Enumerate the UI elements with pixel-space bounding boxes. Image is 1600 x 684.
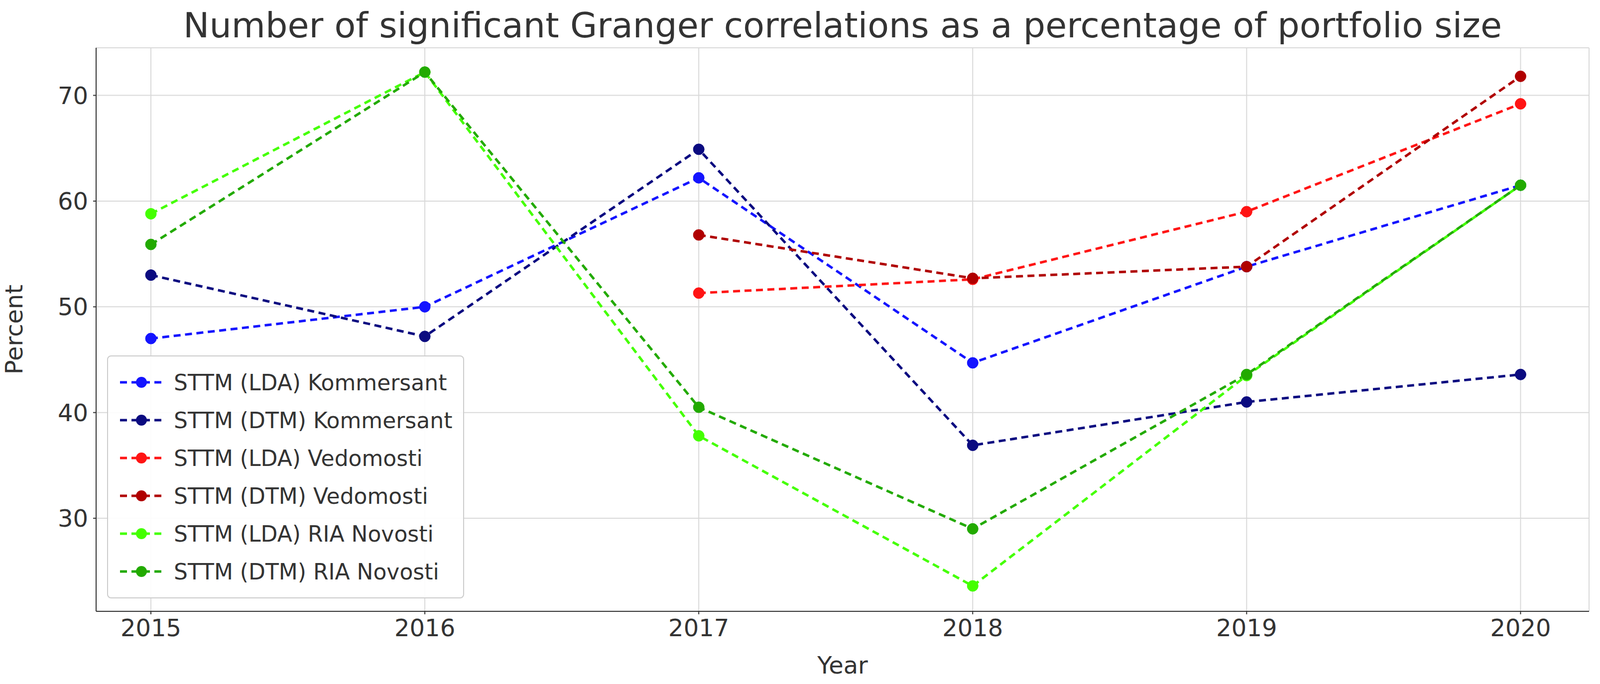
html-text:STTM (LDA) Kommersant: STTM (LDA) Kommersant (173, 369, 447, 396)
html-text:STTM (DTM) Kommersant: STTM (DTM) Kommersant (173, 407, 453, 433)
svg-text:40: 40 (57, 398, 89, 427)
svg-text:2016: 2016 (394, 614, 456, 642)
html-text:STTM (LDA) RIA Novosti: STTM (LDA) RIA Novosti (173, 521, 434, 547)
svg-text:50: 50 (57, 292, 89, 321)
svg-text:2020: 2020 (1489, 614, 1551, 642)
svg-text:70: 70 (57, 81, 89, 110)
html-text:STTM (LDA) Vedomosti: STTM (LDA) Vedomosti (173, 445, 423, 471)
svg-text:2015: 2015 (120, 614, 182, 642)
svg-text:2018: 2018 (942, 614, 1003, 642)
svg-text:2017: 2017 (668, 614, 730, 642)
html-text:Number of significant Granger: Number of significant Granger correlatio… (183, 4, 1502, 46)
svg-text:Year: Year (816, 651, 868, 679)
svg-text:2019: 2019 (1216, 614, 1277, 642)
svg-text:30: 30 (57, 504, 89, 533)
html-text:STTM (DTM) Vedomosti: STTM (DTM) Vedomosti (173, 483, 429, 509)
html-text:STTM (DTM) RIA Novosti: STTM (DTM) RIA Novosti (173, 558, 440, 585)
svg-text:60: 60 (57, 187, 89, 216)
svg-text:Percent: Percent (3, 284, 28, 375)
